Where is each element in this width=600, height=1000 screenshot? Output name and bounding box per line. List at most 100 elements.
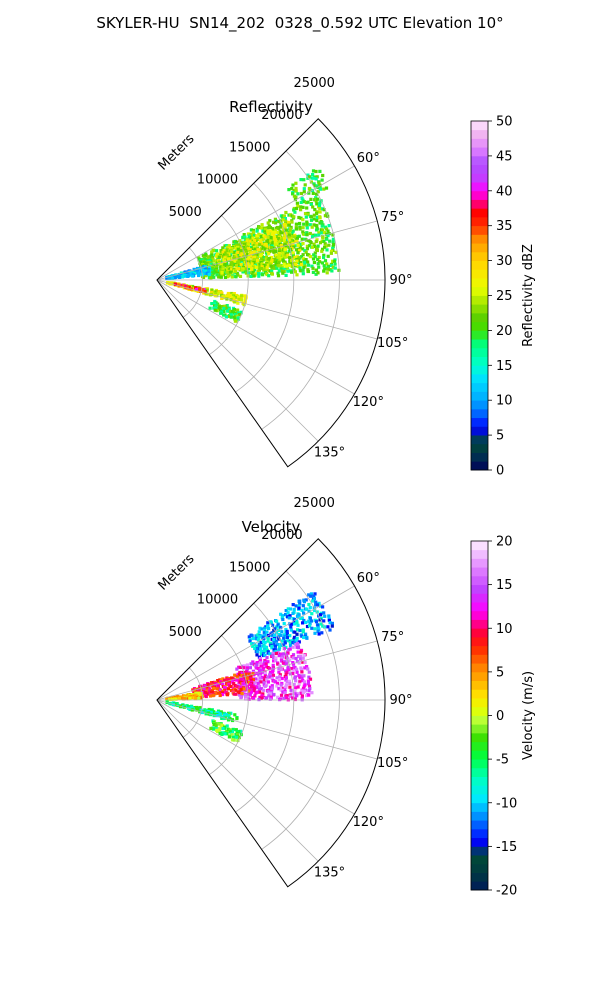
range-ring <box>261 570 340 850</box>
echo-gate <box>220 270 224 275</box>
polar-grid <box>156 150 385 442</box>
echo-gate <box>330 621 334 625</box>
echo-gate <box>212 248 216 252</box>
echo-gate <box>242 664 246 668</box>
echo-gate <box>268 641 272 645</box>
echo-gate <box>260 265 264 269</box>
echo-gate <box>199 696 203 700</box>
colorbar-segment <box>471 567 488 577</box>
echo-gate <box>297 661 301 665</box>
echo-gate <box>261 670 265 674</box>
echo-gate <box>222 309 226 313</box>
colorbar-segment <box>471 558 488 568</box>
echo-gate <box>315 238 319 242</box>
colorbar-segment <box>471 365 488 375</box>
echo-gate <box>299 191 303 196</box>
echo-gate <box>301 628 305 632</box>
azimuth-tick-label: 135° <box>314 446 345 461</box>
echo-gate <box>220 296 224 300</box>
echo-gate <box>235 271 239 275</box>
echo-gate <box>301 686 306 690</box>
echo-gate <box>291 696 295 700</box>
echo-gate <box>303 212 308 216</box>
echo-gate <box>225 732 229 736</box>
echo-gate <box>241 270 245 274</box>
echo-gate <box>256 648 260 652</box>
echo-gate <box>222 306 226 311</box>
echo-gate <box>331 265 335 269</box>
echo-gate <box>244 271 248 275</box>
echo-gate <box>286 651 290 655</box>
echo-gate <box>331 246 335 250</box>
echo-gate <box>328 621 332 625</box>
echo-gate <box>329 249 334 253</box>
echo-gate <box>216 292 220 296</box>
echo-gate <box>236 683 240 687</box>
colorbar-segment <box>471 549 488 559</box>
echo-gate <box>306 269 310 274</box>
echo-gate <box>290 235 294 239</box>
echo-gate <box>278 664 282 668</box>
echo-gate <box>291 661 295 665</box>
echo-gate <box>279 238 283 242</box>
echo-gate <box>277 269 281 273</box>
echo-gate <box>174 697 178 701</box>
echo-gate <box>194 286 198 290</box>
echo-region <box>287 169 329 205</box>
echo-gate <box>273 243 277 247</box>
echo-gate <box>320 631 324 635</box>
echo-gate <box>301 242 305 246</box>
echo-gate <box>259 672 263 676</box>
echo-gate <box>310 176 314 180</box>
echo-gate <box>287 236 291 240</box>
echo-gate <box>312 223 316 227</box>
colorbar-segment <box>471 636 488 647</box>
echo-gate <box>272 235 276 239</box>
echo-gate <box>280 676 284 681</box>
echo-gate <box>245 668 249 672</box>
echo-gate <box>232 315 236 319</box>
echo-gate <box>291 672 295 676</box>
echo-gate <box>264 232 268 236</box>
echo-gate <box>272 659 276 663</box>
echo-gate <box>270 646 274 650</box>
echo-gate <box>252 230 256 234</box>
echo-gate <box>272 640 276 645</box>
echo-gate <box>313 608 317 613</box>
echo-gate <box>238 665 242 669</box>
echo-gate <box>194 287 198 292</box>
echo-gate <box>307 619 311 623</box>
echo-gate <box>212 275 216 279</box>
echo-gate <box>212 271 216 275</box>
echo-gate <box>220 732 224 736</box>
echo-gate <box>263 626 267 630</box>
echo-gate <box>239 241 243 245</box>
echo-gate <box>263 228 268 232</box>
echo-gate <box>289 237 293 241</box>
echo-gate <box>274 680 278 684</box>
range-tick-label: 15000 <box>229 140 270 155</box>
echo-gate <box>262 660 267 664</box>
colorbar-segment <box>471 417 488 427</box>
echo-gate <box>226 245 230 249</box>
colorbar-segment <box>471 881 488 891</box>
echo-gate <box>291 669 295 673</box>
colorbar-segment <box>471 164 488 174</box>
echo-gate <box>278 674 282 678</box>
echo-gate <box>308 677 313 681</box>
echo-gate <box>257 635 261 639</box>
range-tick-label: 10000 <box>197 593 238 608</box>
echo-gate <box>302 232 306 236</box>
echo-gate <box>291 192 295 196</box>
echo-gate <box>237 313 241 317</box>
echo-gate <box>299 178 303 182</box>
echo-gate <box>246 271 251 275</box>
echo-gate <box>255 235 260 239</box>
echo-gate <box>316 629 320 633</box>
echo-gate <box>250 634 254 638</box>
echo-gate <box>281 271 285 275</box>
echo-gate <box>205 271 209 275</box>
echo-gate <box>317 255 321 260</box>
echo-gate <box>242 245 246 249</box>
echo-gate <box>289 225 293 229</box>
